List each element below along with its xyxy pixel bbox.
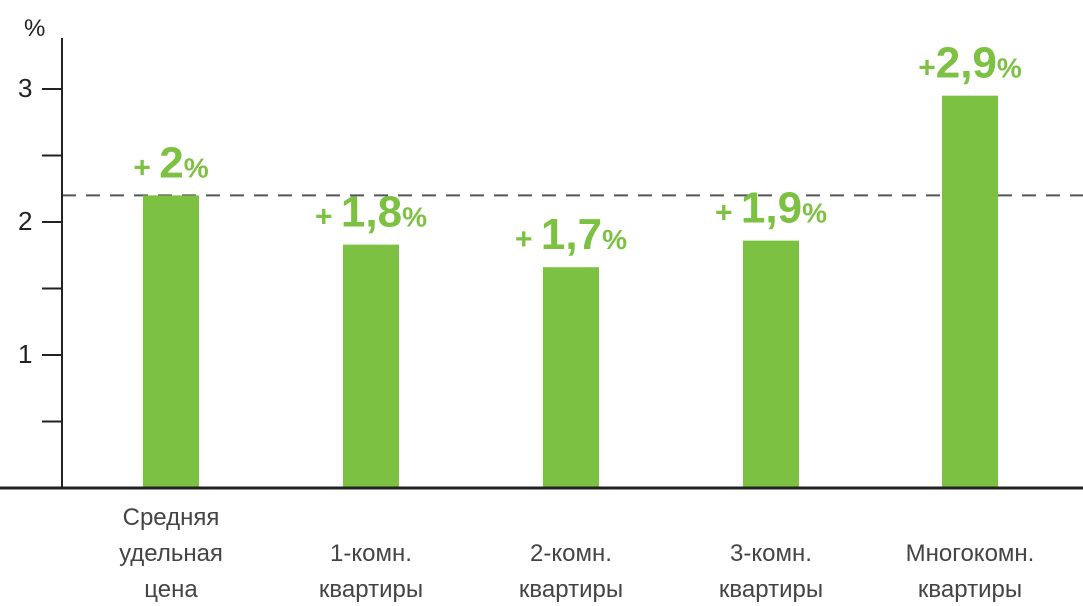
bars-layer [143,95,998,489]
data-label: + 2% [133,138,208,187]
data-label: +2,9% [918,39,1022,88]
axis-layer: 1 2 3% [0,15,1083,490]
category-labels-layer: Средняя удельная цена 1-комн. квартиры 2-комн… [119,504,1034,603]
category-label: 3-комн. квартиры [719,540,823,603]
y-tick-label: 3 [18,73,32,103]
data-labels-layer: + 2% + 1,8% + 1,7% + 1,9% +2,9% [133,39,1022,260]
y-tick-label: 1 [18,339,32,369]
category-label: 1-комн. квартиры [319,540,423,603]
category-label: 2-комн. квартиры [519,540,623,603]
y-tick-label: 2 [18,206,32,236]
data-label: + 1,9% [715,184,827,233]
bar [743,240,799,488]
category-label: Средняя удельная цена [119,504,223,603]
category-label: Многокомн. квартиры [906,540,1035,603]
y-unit-label: % [24,15,45,42]
data-label: + 1,8% [315,188,427,237]
data-label: + 1,7% [515,210,627,259]
bar [343,244,399,488]
bar [143,195,199,488]
bar [543,267,599,488]
bar [942,95,998,489]
